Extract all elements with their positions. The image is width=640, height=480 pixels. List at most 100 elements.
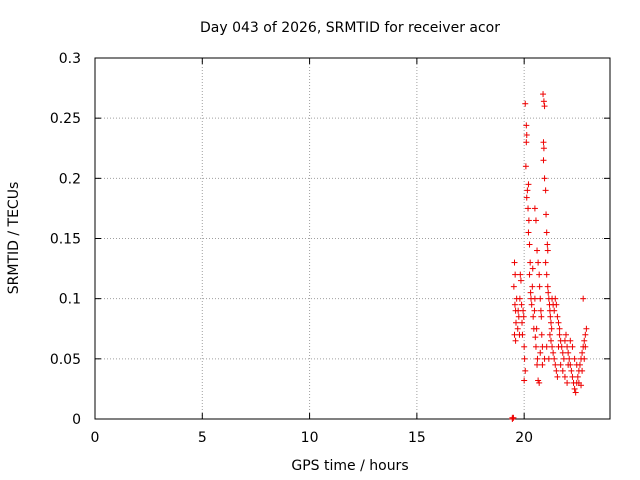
data-point [526, 241, 533, 248]
data-point [559, 349, 566, 356]
data-point [527, 289, 534, 296]
data-point [571, 385, 578, 392]
data-point [523, 139, 530, 146]
data-point [513, 319, 520, 326]
data-point [545, 355, 552, 362]
data-point [532, 343, 539, 350]
data-point [532, 217, 539, 224]
data-point [546, 331, 553, 338]
data-point [522, 100, 529, 107]
data-point [545, 289, 552, 296]
data-point [543, 211, 550, 218]
data-point [525, 205, 532, 212]
data-point [540, 91, 547, 98]
data-point [531, 295, 538, 302]
data-point [554, 373, 561, 380]
data-point [543, 343, 550, 350]
data-point [534, 247, 541, 254]
data-point [541, 103, 548, 110]
data-point [555, 319, 562, 326]
data-point [540, 145, 547, 152]
data-point [579, 349, 586, 356]
data-point [511, 259, 518, 266]
y-tick-label: 0.05 [50, 352, 81, 368]
data-point [520, 307, 527, 314]
x-tick-label: 15 [408, 430, 426, 446]
data-point [521, 355, 528, 362]
data-point [557, 361, 564, 368]
data-point [556, 325, 563, 332]
data-point [523, 122, 530, 129]
data-point [538, 313, 545, 320]
data-point [540, 98, 547, 105]
data-point [558, 343, 565, 350]
data-point [544, 283, 551, 290]
data-point [524, 187, 531, 194]
data-point [581, 337, 588, 344]
data-point [579, 367, 586, 374]
data-point [573, 361, 580, 368]
axis-ticks: 0 5 10 15 20 0 0.05 0.1 0.15 0.2 0.25 0.3 [50, 51, 610, 446]
data-point [556, 331, 563, 338]
data-point [534, 355, 541, 362]
data-point [516, 295, 523, 302]
data-point [563, 331, 570, 338]
data-point [514, 325, 521, 332]
y-tick-label: 0.3 [59, 51, 81, 67]
data-point [522, 163, 529, 170]
data-point [537, 307, 544, 314]
x-tick-label: 5 [198, 430, 207, 446]
data-point [566, 355, 573, 362]
data-point [522, 367, 529, 374]
data-point [552, 361, 559, 368]
data-point [547, 337, 554, 344]
data-point [519, 319, 526, 326]
data-point [529, 283, 536, 290]
data-point [565, 361, 572, 368]
data-point [553, 301, 560, 308]
data-point [581, 355, 588, 362]
data-point [520, 313, 527, 320]
data-point [529, 265, 536, 272]
data-point [550, 349, 557, 356]
data-point [512, 337, 519, 344]
x-tick-label: 20 [515, 430, 533, 446]
data-point [540, 139, 547, 146]
x-axis-label: GPS time / hours [291, 458, 408, 474]
data-point [532, 334, 539, 341]
data-point [510, 283, 517, 290]
data-point [530, 313, 537, 320]
data-point [536, 283, 543, 290]
data-point [552, 295, 559, 302]
data-point [523, 194, 530, 201]
data-point [554, 313, 561, 320]
data-point [582, 343, 589, 350]
y-tick-label: 0 [72, 412, 81, 428]
data-point [517, 271, 524, 278]
data-point [510, 414, 517, 421]
data-point [539, 361, 546, 368]
data-point [531, 205, 538, 212]
data-point [523, 132, 530, 139]
data-point [542, 259, 549, 266]
data-point [560, 355, 567, 362]
data-point [553, 367, 560, 374]
data-point [583, 325, 590, 332]
data-point [543, 229, 550, 236]
data-point [518, 301, 525, 308]
data-point [578, 382, 585, 389]
data-point [535, 259, 542, 266]
data-point [533, 325, 540, 332]
data-point [569, 373, 576, 380]
data-point [564, 343, 571, 350]
data-point [564, 379, 571, 386]
data-point [567, 337, 574, 344]
data-point [548, 325, 555, 332]
data-point [561, 337, 568, 344]
y-tick-label: 0.25 [50, 111, 81, 127]
y-tick-label: 0.2 [59, 171, 81, 187]
data-point [525, 181, 532, 188]
data-point [571, 355, 578, 362]
